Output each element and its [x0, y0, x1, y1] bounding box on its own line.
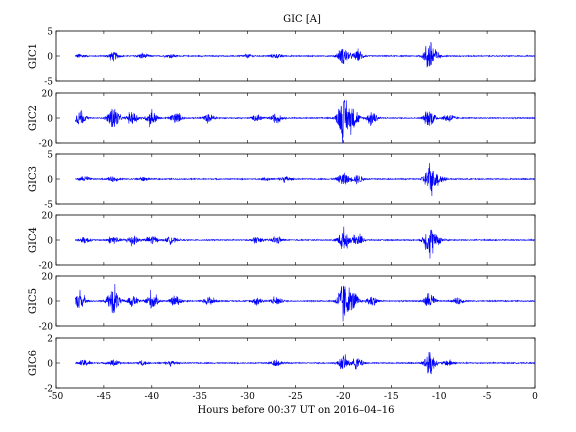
x-tick-label: -45 — [97, 392, 112, 402]
y-tick-label: -20 — [39, 262, 54, 272]
y-tick-label: -20 — [39, 323, 54, 333]
series-line-gic6 — [74, 351, 536, 375]
y-tick-label: 0 — [47, 237, 53, 247]
y-tick-label: 0 — [47, 298, 53, 308]
x-axis: -50 -45 -40 -35 -30 -25 -20 -15 -10 -5 0 — [49, 392, 538, 402]
panel-ylabel-gic4: GIC4 — [28, 227, 39, 253]
panels: -505GIC1-20020GIC2-505GIC3-20020GIC4-200… — [28, 28, 536, 395]
x-tick-label: -5 — [483, 392, 492, 402]
series-line-gic5 — [74, 284, 536, 322]
series-line-gic3 — [74, 162, 536, 197]
x-tick-label: -25 — [288, 392, 303, 402]
y-tick-label: 2 — [47, 335, 53, 345]
y-tick-label: -20 — [39, 140, 54, 150]
panel-gic6: -2 0 2 GIC6 — [28, 335, 536, 395]
y-tick-label: 20 — [42, 212, 54, 222]
x-axis-label: Hours before 00:37 UT on 2016–04–16 — [197, 405, 394, 416]
panel-ylabel-gic6: GIC6 — [28, 350, 39, 376]
y-tick-label: 0 — [47, 176, 53, 186]
panel-ylabel-gic1: GIC1 — [28, 43, 39, 69]
x-tick-label: 0 — [532, 392, 538, 402]
x-tick-label: -35 — [192, 392, 207, 402]
chart-title: GIC [A] — [283, 14, 321, 25]
x-tick-label: -20 — [336, 392, 351, 402]
panel-ylabel-gic5: GIC5 — [28, 288, 39, 314]
panel-ylabel-gic3: GIC3 — [28, 166, 39, 192]
y-tick-label: 20 — [42, 90, 54, 100]
x-tick-label: -50 — [49, 392, 64, 402]
x-tick-label: -40 — [145, 392, 160, 402]
y-tick-label: -5 — [44, 78, 53, 88]
panel-gic3: -5 0 5 GIC3 — [28, 151, 536, 211]
y-tick-label: 5 — [47, 151, 53, 161]
series-line-gic4 — [75, 226, 536, 259]
y-tick-label: -2 — [44, 385, 53, 395]
series-line-gic1 — [74, 42, 536, 68]
x-tick-label: -30 — [240, 392, 255, 402]
y-tick-label: 0 — [47, 53, 53, 63]
y-tick-label: -5 — [44, 201, 53, 211]
x-tick-label: -10 — [432, 392, 447, 402]
panel-ylabel-gic2: GIC2 — [28, 105, 39, 131]
series-line-gic2 — [74, 100, 536, 144]
y-tick-label: 0 — [47, 115, 53, 125]
panel-gic1: -5 0 5 GIC1 — [28, 28, 536, 88]
y-tick-label: 0 — [47, 360, 53, 370]
y-tick-label: 20 — [42, 273, 54, 283]
x-tick-label: -15 — [384, 392, 399, 402]
y-tick-label: 5 — [47, 28, 53, 38]
